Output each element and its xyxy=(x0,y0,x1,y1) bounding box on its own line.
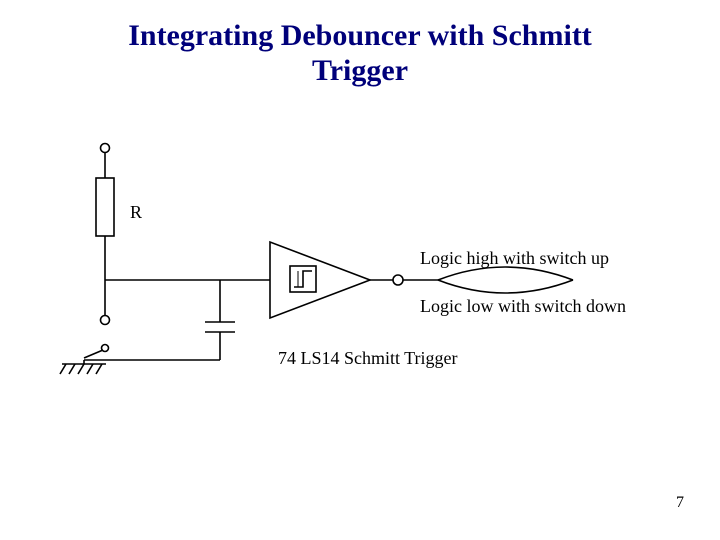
schematic-diagram xyxy=(0,0,720,540)
logic-high-label: Logic high with switch up xyxy=(420,248,609,269)
chip-label: 74 LS14 Schmitt Trigger xyxy=(278,348,458,369)
logic-low-label: Logic low with switch down xyxy=(420,296,626,317)
resistor-label: R xyxy=(130,202,142,223)
page-number: 7 xyxy=(676,494,684,512)
